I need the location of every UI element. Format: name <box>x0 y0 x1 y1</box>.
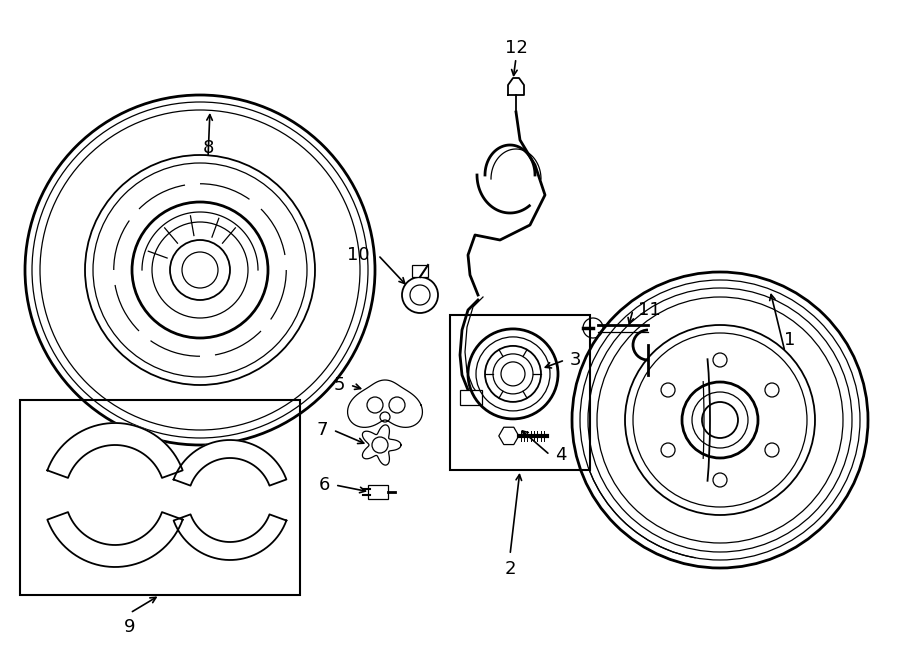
Polygon shape <box>48 512 183 567</box>
Text: 7: 7 <box>317 421 328 439</box>
Bar <box>368 485 388 499</box>
Polygon shape <box>508 78 524 95</box>
Text: 4: 4 <box>555 446 566 464</box>
Polygon shape <box>174 440 286 486</box>
Text: 6: 6 <box>319 476 330 494</box>
Text: 11: 11 <box>638 301 661 319</box>
Text: 5: 5 <box>334 376 345 394</box>
Bar <box>20 400 300 595</box>
Text: 1: 1 <box>784 331 796 349</box>
Text: 8: 8 <box>202 139 213 157</box>
Text: 3: 3 <box>570 351 581 369</box>
Bar <box>450 315 590 470</box>
Text: 2: 2 <box>504 560 516 578</box>
Polygon shape <box>363 425 401 465</box>
Polygon shape <box>48 423 183 478</box>
Text: 12: 12 <box>505 39 527 57</box>
Polygon shape <box>499 427 518 445</box>
Bar <box>412 265 428 277</box>
Text: 9: 9 <box>124 618 136 636</box>
Bar <box>460 390 482 405</box>
Text: 10: 10 <box>347 246 370 264</box>
Polygon shape <box>174 514 286 560</box>
Polygon shape <box>347 380 422 428</box>
